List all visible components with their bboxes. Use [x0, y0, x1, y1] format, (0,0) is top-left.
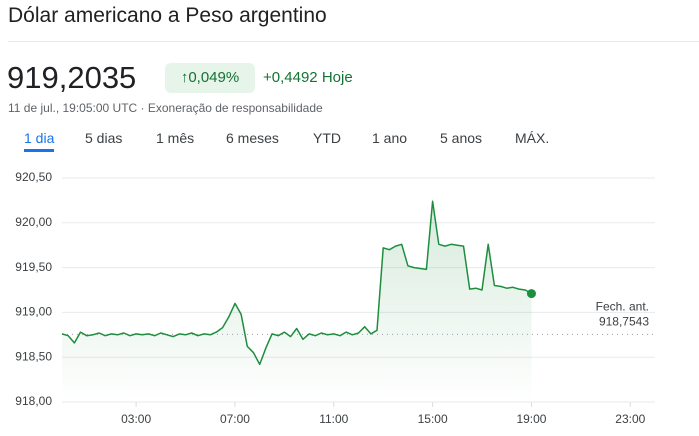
title: Dólar americano a Peso argentino — [8, 4, 327, 27]
separator: · — [140, 101, 145, 115]
price-line — [61, 200, 532, 366]
x-tick-label: 19:00 — [516, 412, 546, 426]
reference-value: 918,7543 — [599, 315, 649, 329]
reference-label: Fech. ant. — [596, 300, 649, 314]
change: +0,4492 Hoje — [263, 69, 353, 86]
range-tab[interactable]: MÁX. — [515, 130, 550, 146]
divider — [8, 41, 699, 42]
area — [62, 201, 532, 402]
y-tick-label: 919,00 — [15, 305, 52, 319]
range-tab[interactable]: 6 meses — [226, 130, 279, 146]
range-tab[interactable]: YTD — [313, 130, 341, 146]
y-tick-label: 920,00 — [15, 215, 52, 229]
x-tick-label: 11:00 — [319, 412, 348, 426]
y-tick-label: 920,50 — [15, 170, 52, 184]
last-point — [526, 289, 536, 299]
disclaimer-link[interactable]: Exoneração de responsabilidade — [147, 101, 323, 115]
range-tab[interactable]: 1 ano — [372, 130, 408, 146]
change-value: +0,4492 — [263, 69, 318, 86]
x-tick-label: 23:00 — [615, 412, 645, 426]
x-tick-label: 03:00 — [121, 412, 151, 426]
x-tick-label: 15:00 — [418, 412, 448, 426]
x-tick-label: 07:00 — [220, 412, 250, 426]
y-tick-label: 919,50 — [15, 260, 52, 274]
change-period: Hoje — [321, 69, 353, 86]
up-arrow: ↑ — [180, 69, 189, 86]
change-percent: 0,049% — [188, 69, 240, 86]
range-tab[interactable]: 1 mês — [156, 130, 195, 146]
range-tab[interactable]: 1 dia — [24, 130, 55, 152]
range-tab[interactable]: 5 anos — [440, 130, 483, 146]
change-badge: ↑0,049% — [165, 63, 255, 93]
price: 919,2035 — [7, 60, 137, 95]
timestamp: 11 de jul., 19:05:00 UTC — [8, 101, 138, 115]
y-tick-label: 918,00 — [15, 394, 52, 408]
y-tick-label: 918,50 — [15, 349, 52, 363]
range-tab[interactable]: 5 dias — [85, 130, 123, 146]
timestamp-line: 11 de jul., 19:05:00 UTC · Exoneração de… — [8, 101, 323, 115]
